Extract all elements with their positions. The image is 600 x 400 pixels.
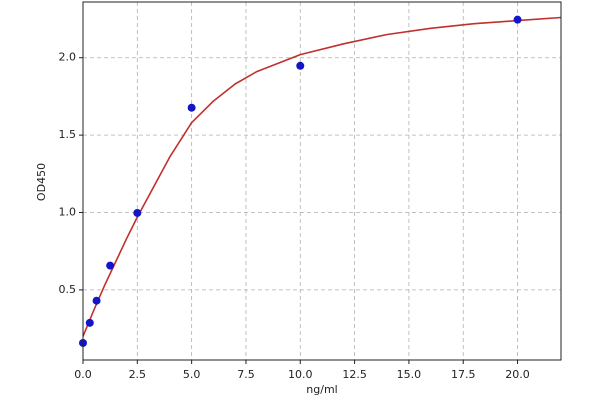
data-point	[133, 208, 142, 217]
x-tick-label: 12.5	[342, 368, 367, 381]
x-tick-label: 7.5	[237, 368, 255, 381]
x-tick-label: 2.5	[129, 368, 147, 381]
x-axis-label: ng/ml	[306, 383, 337, 396]
y-tick-label: 2.0	[59, 51, 77, 64]
x-tick-label: 17.5	[451, 368, 476, 381]
x-tick-label: 15.0	[397, 368, 422, 381]
data-point	[106, 261, 115, 270]
y-tick-label: 1.0	[59, 205, 77, 218]
data-point	[513, 15, 522, 24]
x-tick-label: 20.0	[505, 368, 530, 381]
y-tick-label: 1.5	[59, 128, 77, 141]
data-point	[92, 296, 101, 305]
plot-frame	[82, 1, 562, 361]
y-tick-label: 0.5	[59, 283, 77, 296]
data-point	[85, 318, 94, 327]
x-tick-label: 0.0	[74, 368, 92, 381]
y-axis-label: OD450	[35, 163, 48, 201]
data-point	[296, 61, 305, 70]
x-tick-label: 5.0	[183, 368, 201, 381]
x-tick-label: 10.0	[288, 368, 313, 381]
data-point	[187, 103, 196, 112]
fit-curve	[82, 16, 562, 337]
